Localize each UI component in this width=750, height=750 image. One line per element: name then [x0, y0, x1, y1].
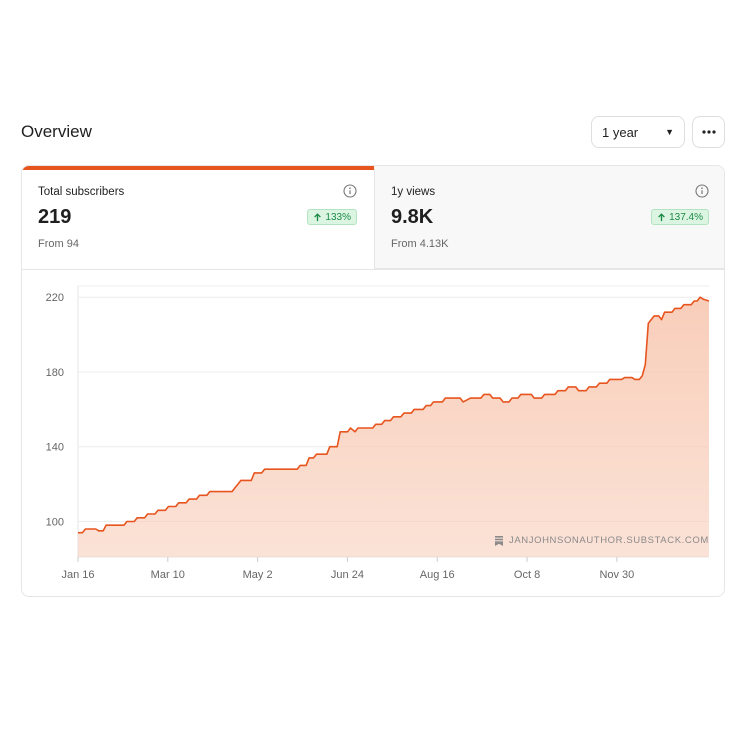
stat-from: From 4.13K	[391, 238, 449, 250]
change-value: 133%	[325, 211, 351, 223]
change-badge: 137.4%	[651, 209, 709, 225]
stat-tab-views[interactable]: 1y views 9.8K 137.4% From 4.13K	[374, 166, 724, 269]
stat-from: From 94	[38, 238, 79, 250]
x-tick-label: Oct 8	[514, 569, 540, 581]
arrow-up-icon	[658, 212, 665, 221]
info-icon[interactable]	[343, 184, 357, 198]
subscribers-chart: 100 140 180 220 Jan 16 Mar 10 May 2 Jun 24 Aug 1…	[22, 269, 724, 596]
overview-card: Total subscribers 219 133% From 94 1y vi…	[21, 165, 725, 597]
x-tick-label: Jan 16	[61, 569, 94, 581]
x-tick-label: May 2	[243, 569, 273, 581]
stat-value: 9.8K	[391, 206, 434, 228]
substack-logo-icon	[495, 535, 503, 546]
time-range-select[interactable]: 1 year ▼	[591, 116, 685, 148]
time-range-label: 1 year	[602, 124, 639, 140]
watermark: JANJOHNSONAUTHOR.SUBSTACK.COM	[495, 535, 709, 546]
page-title: Overview	[21, 122, 92, 141]
stat-value: 219	[38, 206, 72, 228]
y-tick-label: 180	[46, 367, 64, 379]
chevron-down-icon: ▼	[665, 127, 674, 137]
stat-tab-subscribers[interactable]: Total subscribers 219 133% From 94	[22, 166, 374, 269]
y-tick-label: 220	[46, 292, 64, 304]
watermark-text: JANJOHNSONAUTHOR.SUBSTACK.COM	[509, 535, 709, 546]
change-badge: 133%	[307, 209, 357, 225]
x-tick-label: Aug 16	[420, 569, 455, 581]
series-line	[78, 296, 710, 534]
stat-label: 1y views	[391, 186, 436, 198]
y-tick-label: 140	[46, 442, 64, 454]
x-tick-label: Mar 10	[151, 569, 185, 581]
more-horizontal-icon	[701, 130, 716, 134]
change-value: 137.4%	[669, 211, 703, 223]
series-area	[78, 297, 709, 557]
x-tick-label: Jun 24	[331, 569, 364, 581]
arrow-up-icon	[314, 212, 322, 221]
stat-label: Total subscribers	[38, 186, 125, 198]
info-icon[interactable]	[695, 184, 709, 198]
more-options-button[interactable]	[692, 116, 725, 148]
x-tick-label: Nov 30	[599, 569, 634, 581]
chart-svg: 100 140 180 220 Jan 16 Mar 10 May 2 Jun 24 Aug 1…	[46, 285, 710, 581]
y-tick-label: 100	[46, 516, 64, 528]
